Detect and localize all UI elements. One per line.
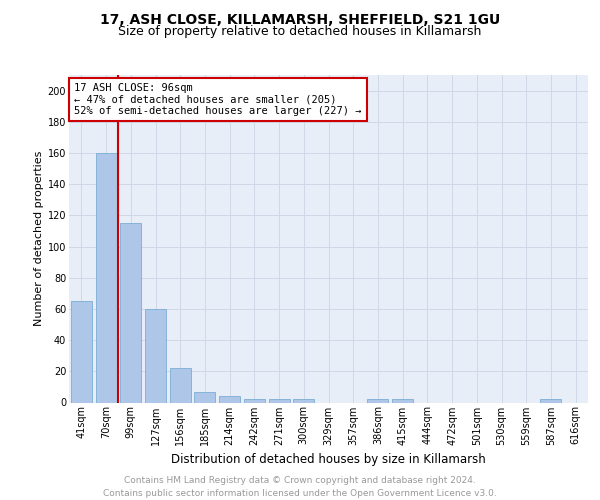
Y-axis label: Number of detached properties: Number of detached properties [34,151,44,326]
Bar [541,400,562,402]
Bar [194,392,215,402]
Text: 17, ASH CLOSE, KILLAMARSH, SHEFFIELD, S21 1GU: 17, ASH CLOSE, KILLAMARSH, SHEFFIELD, S2… [100,12,500,26]
Bar [95,153,116,402]
X-axis label: Distribution of detached houses by size in Killamarsh: Distribution of detached houses by size … [171,453,486,466]
Text: Contains HM Land Registry data © Crown copyright and database right 2024.
Contai: Contains HM Land Registry data © Crown c… [103,476,497,498]
Text: Size of property relative to detached houses in Killamarsh: Size of property relative to detached ho… [118,25,482,38]
Bar [219,396,240,402]
Bar [120,223,141,402]
Bar [145,309,166,402]
Bar [293,400,314,402]
Bar [71,301,92,402]
Bar [392,400,413,402]
Bar [367,400,388,402]
Bar [269,400,290,402]
Bar [170,368,191,402]
Bar [244,400,265,402]
Text: 17 ASH CLOSE: 96sqm
← 47% of detached houses are smaller (205)
52% of semi-detac: 17 ASH CLOSE: 96sqm ← 47% of detached ho… [74,83,361,116]
